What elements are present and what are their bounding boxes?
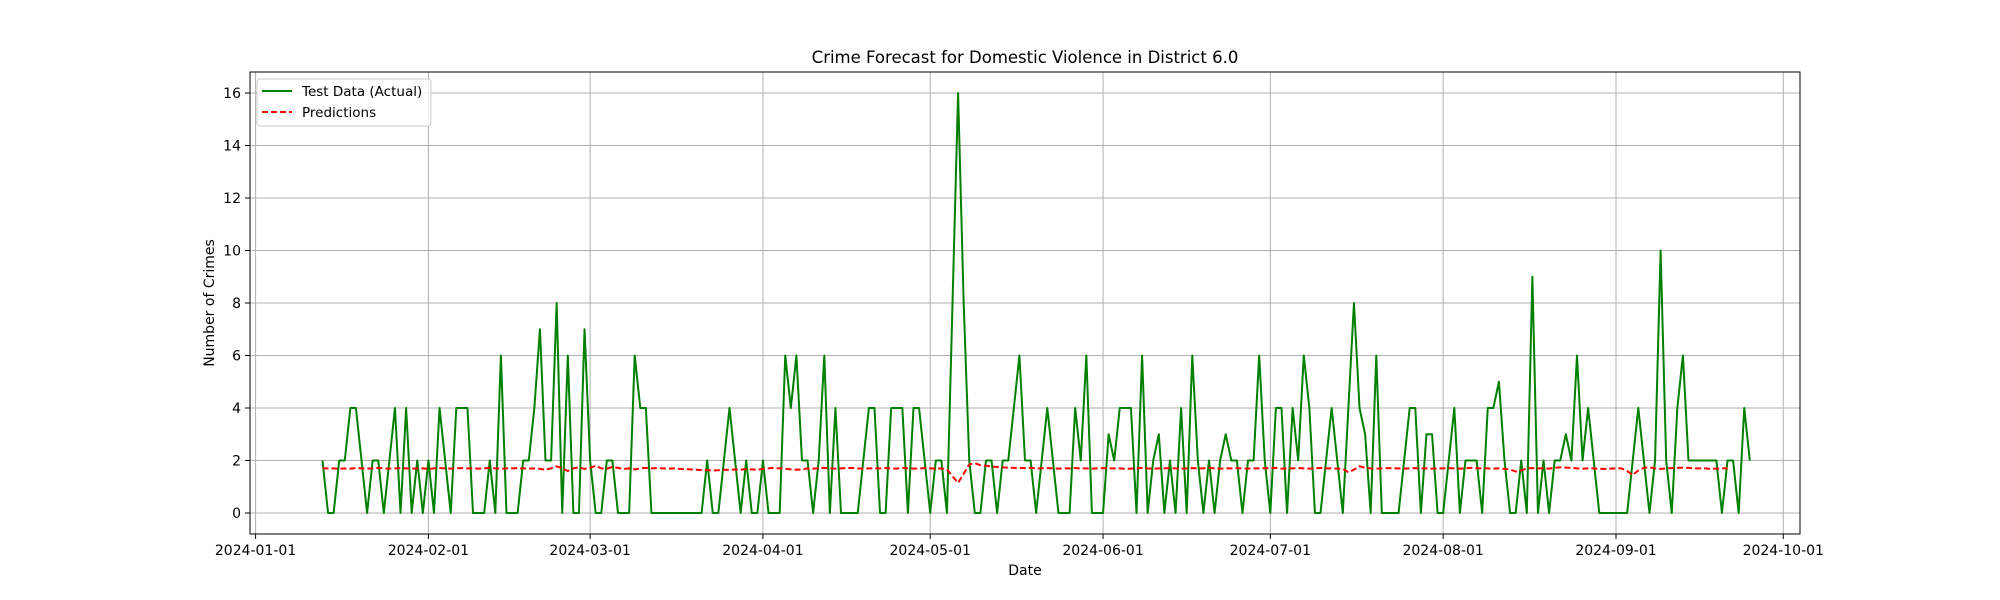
legend-label-predictions: Predictions bbox=[302, 105, 376, 121]
grid bbox=[250, 72, 1800, 534]
x-tick-label: 2024-01-01 bbox=[215, 543, 296, 559]
x-axis-label: Date bbox=[1008, 563, 1041, 579]
y-tick-label: 2 bbox=[232, 454, 241, 470]
y-tick-label: 14 bbox=[223, 139, 241, 155]
y-tick-label: 10 bbox=[223, 244, 241, 260]
x-tick-label: 2024-10-01 bbox=[1743, 543, 1824, 559]
y-axis: 0 2 4 6 8 10 12 14 16 bbox=[223, 86, 250, 522]
legend-label-actual: Test Data (Actual) bbox=[301, 84, 422, 100]
x-tick-label: 2024-04-01 bbox=[722, 543, 803, 559]
x-tick-label: 2024-02-01 bbox=[388, 543, 469, 559]
plot-lines bbox=[321, 92, 1751, 514]
chart-title: Crime Forecast for Domestic Violence in … bbox=[812, 48, 1239, 67]
x-axis: 2024-01-01 2024-02-01 2024-03-01 2024-04-01… bbox=[215, 534, 1824, 559]
x-tick-label: 2024-09-01 bbox=[1575, 543, 1656, 559]
series-predictions-line bbox=[322, 462, 1728, 484]
x-tick-label: 2024-03-01 bbox=[549, 543, 630, 559]
y-tick-label: 4 bbox=[232, 401, 241, 417]
x-tick-label: 2024-07-01 bbox=[1230, 543, 1311, 559]
y-tick-label: 16 bbox=[223, 86, 241, 102]
series-actual-line bbox=[321, 92, 1751, 514]
legend-box bbox=[256, 78, 432, 127]
y-tick-label: 6 bbox=[232, 349, 241, 365]
y-tick-label: 12 bbox=[223, 191, 241, 207]
legend: Test Data (Actual) Predictions bbox=[256, 78, 432, 127]
y-tick-label: 0 bbox=[232, 506, 241, 522]
x-tick-label: 2024-06-01 bbox=[1062, 543, 1143, 559]
x-tick-label: 2024-08-01 bbox=[1402, 543, 1483, 559]
y-axis-label: Number of Crimes bbox=[202, 239, 218, 367]
y-tick-label: 8 bbox=[232, 296, 241, 312]
x-tick-label: 2024-05-01 bbox=[890, 543, 971, 559]
